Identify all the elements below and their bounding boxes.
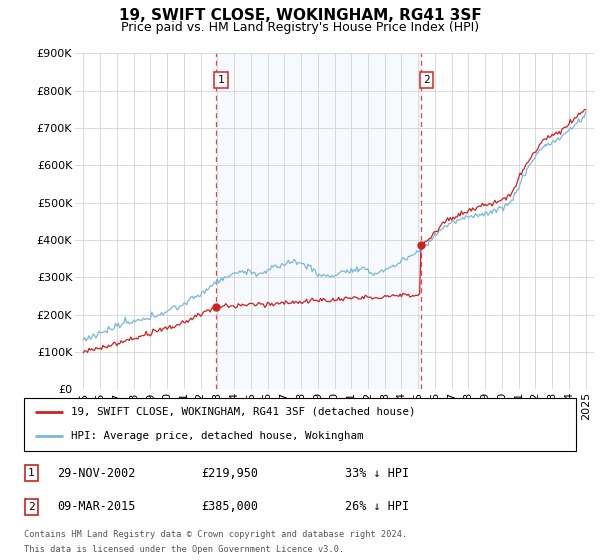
Text: £385,000: £385,000	[201, 500, 258, 514]
Text: 33% ↓ HPI: 33% ↓ HPI	[345, 466, 409, 480]
Text: Price paid vs. HM Land Registry's House Price Index (HPI): Price paid vs. HM Land Registry's House …	[121, 21, 479, 34]
Text: 29-NOV-2002: 29-NOV-2002	[57, 466, 136, 480]
Text: This data is licensed under the Open Government Licence v3.0.: This data is licensed under the Open Gov…	[24, 545, 344, 554]
Text: Contains HM Land Registry data © Crown copyright and database right 2024.: Contains HM Land Registry data © Crown c…	[24, 530, 407, 539]
Text: £219,950: £219,950	[201, 466, 258, 480]
Text: 26% ↓ HPI: 26% ↓ HPI	[345, 500, 409, 514]
Text: 19, SWIFT CLOSE, WOKINGHAM, RG41 3SF: 19, SWIFT CLOSE, WOKINGHAM, RG41 3SF	[119, 8, 481, 24]
Text: 19, SWIFT CLOSE, WOKINGHAM, RG41 3SF (detached house): 19, SWIFT CLOSE, WOKINGHAM, RG41 3SF (de…	[71, 407, 415, 417]
Text: 1: 1	[28, 468, 35, 478]
Bar	[216, 53, 421, 389]
Text: 2: 2	[423, 75, 430, 85]
Text: HPI: Average price, detached house, Wokingham: HPI: Average price, detached house, Woki…	[71, 431, 364, 441]
Text: 1: 1	[217, 75, 224, 85]
Text: 2: 2	[28, 502, 35, 512]
Text: 09-MAR-2015: 09-MAR-2015	[57, 500, 136, 514]
